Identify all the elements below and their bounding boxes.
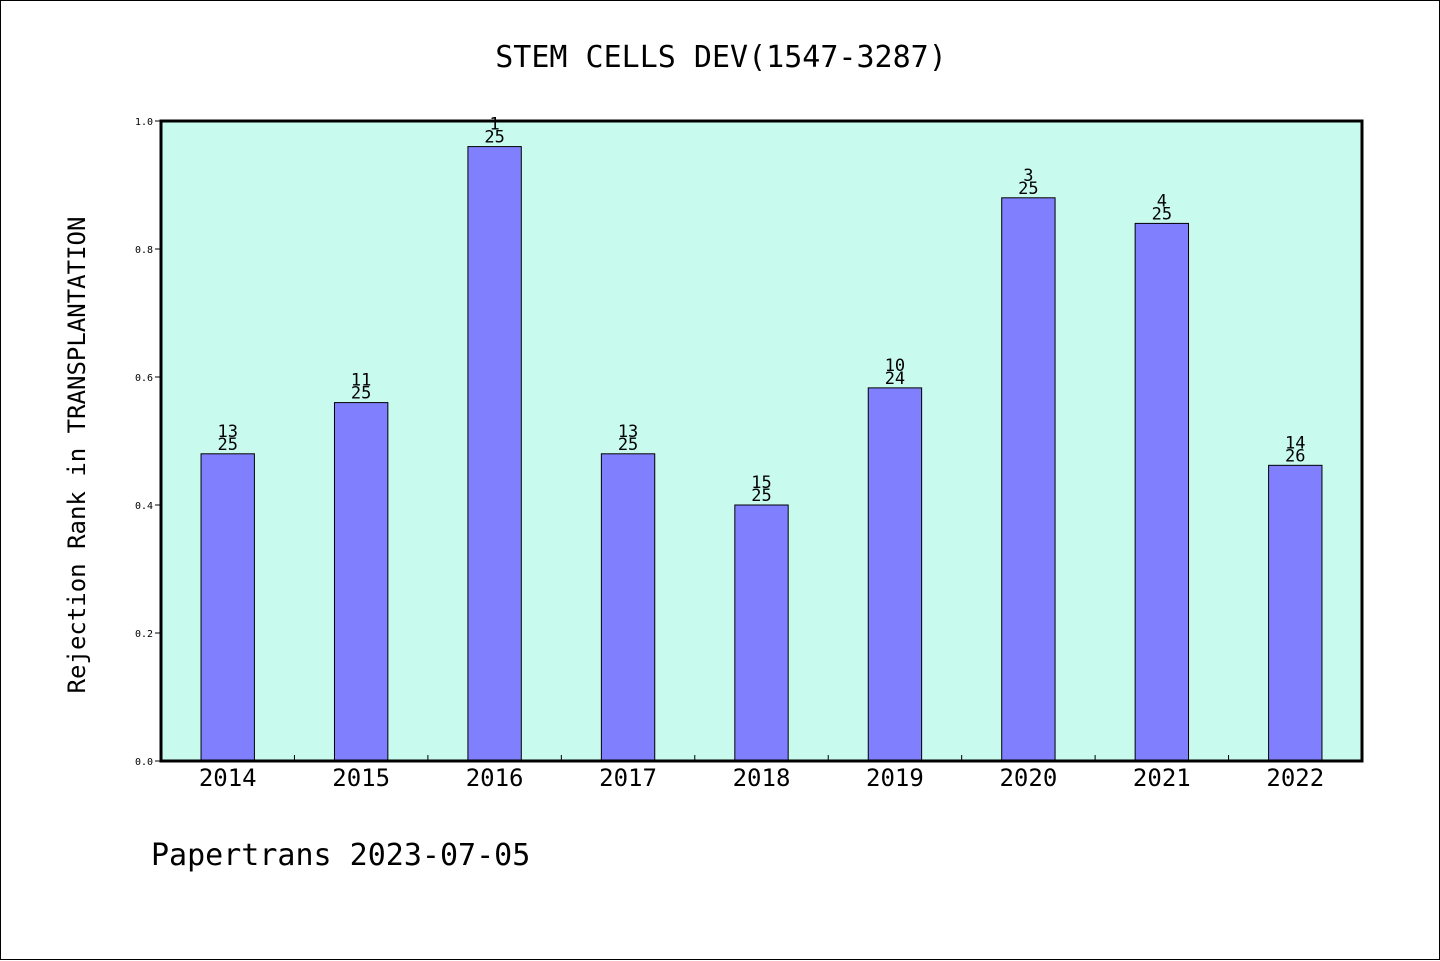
bar-label-bottom-2015: 25 [351,384,371,404]
bar-2014 [200,453,255,762]
bar-label-top-2019: 10 [885,356,905,376]
bar-label-top-2018: 15 [751,473,771,493]
x-tick-label-2022: 2022 [1266,764,1324,792]
y-tick-label: 0.4 [135,501,153,512]
bar-label-top-2021: 4 [1157,191,1167,211]
x-tick-label-2018: 2018 [733,764,791,792]
bar-label-bottom-2014: 25 [217,435,237,455]
x-tick-label-2014: 2014 [199,764,257,792]
x-tick-label-2016: 2016 [466,764,524,792]
bar-label-bottom-2017: 25 [618,435,638,455]
bar-label-bottom-2016: 25 [484,128,504,148]
y-tick-label: 0.0 [135,757,153,768]
bar-2017 [600,453,656,762]
y-axis-label: Rejection Rank in TRANSPLANTATION [63,217,91,694]
plot-border [159,119,1364,763]
bar-2019 [867,387,923,762]
bar-label-bottom-2021: 25 [1152,204,1172,224]
bar-label-top-2020: 3 [1023,166,1033,186]
bar-2022 [1268,464,1323,762]
x-tick-label-2021: 2021 [1133,764,1191,792]
chart-title: STEM CELLS DEV(1547-3287) [495,40,947,75]
bar-label-top-2016: 1 [489,115,499,135]
bar-label-bottom-2022: 26 [1285,446,1305,466]
bar-label-top-2015: 11 [351,371,371,391]
x-tick-label-2019: 2019 [866,764,924,792]
bar-2020 [1001,197,1056,762]
y-tick-label: 0.2 [135,629,153,640]
bar-label-top-2014: 13 [217,422,237,442]
bar-2018 [734,504,789,762]
bar-label-top-2017: 13 [618,422,638,442]
bar-label-bottom-2018: 25 [751,486,771,506]
bar-2016 [467,146,522,762]
y-tick-label: 0.8 [135,245,153,256]
bar-label-bottom-2020: 25 [1018,179,1038,199]
x-tick-label-2017: 2017 [599,764,657,792]
footer-text: Papertrans 2023-07-05 [151,838,530,873]
bar-2015 [333,402,389,762]
bar-label-top-2022: 14 [1285,433,1305,453]
bar-label-bottom-2019: 24 [885,369,905,389]
x-tick-label-2020: 2020 [999,764,1057,792]
y-tick-label: 0.6 [135,373,153,384]
bar-2021 [1134,222,1190,762]
y-tick-label: 1.0 [135,117,153,128]
x-tick-label-2015: 2015 [332,764,390,792]
